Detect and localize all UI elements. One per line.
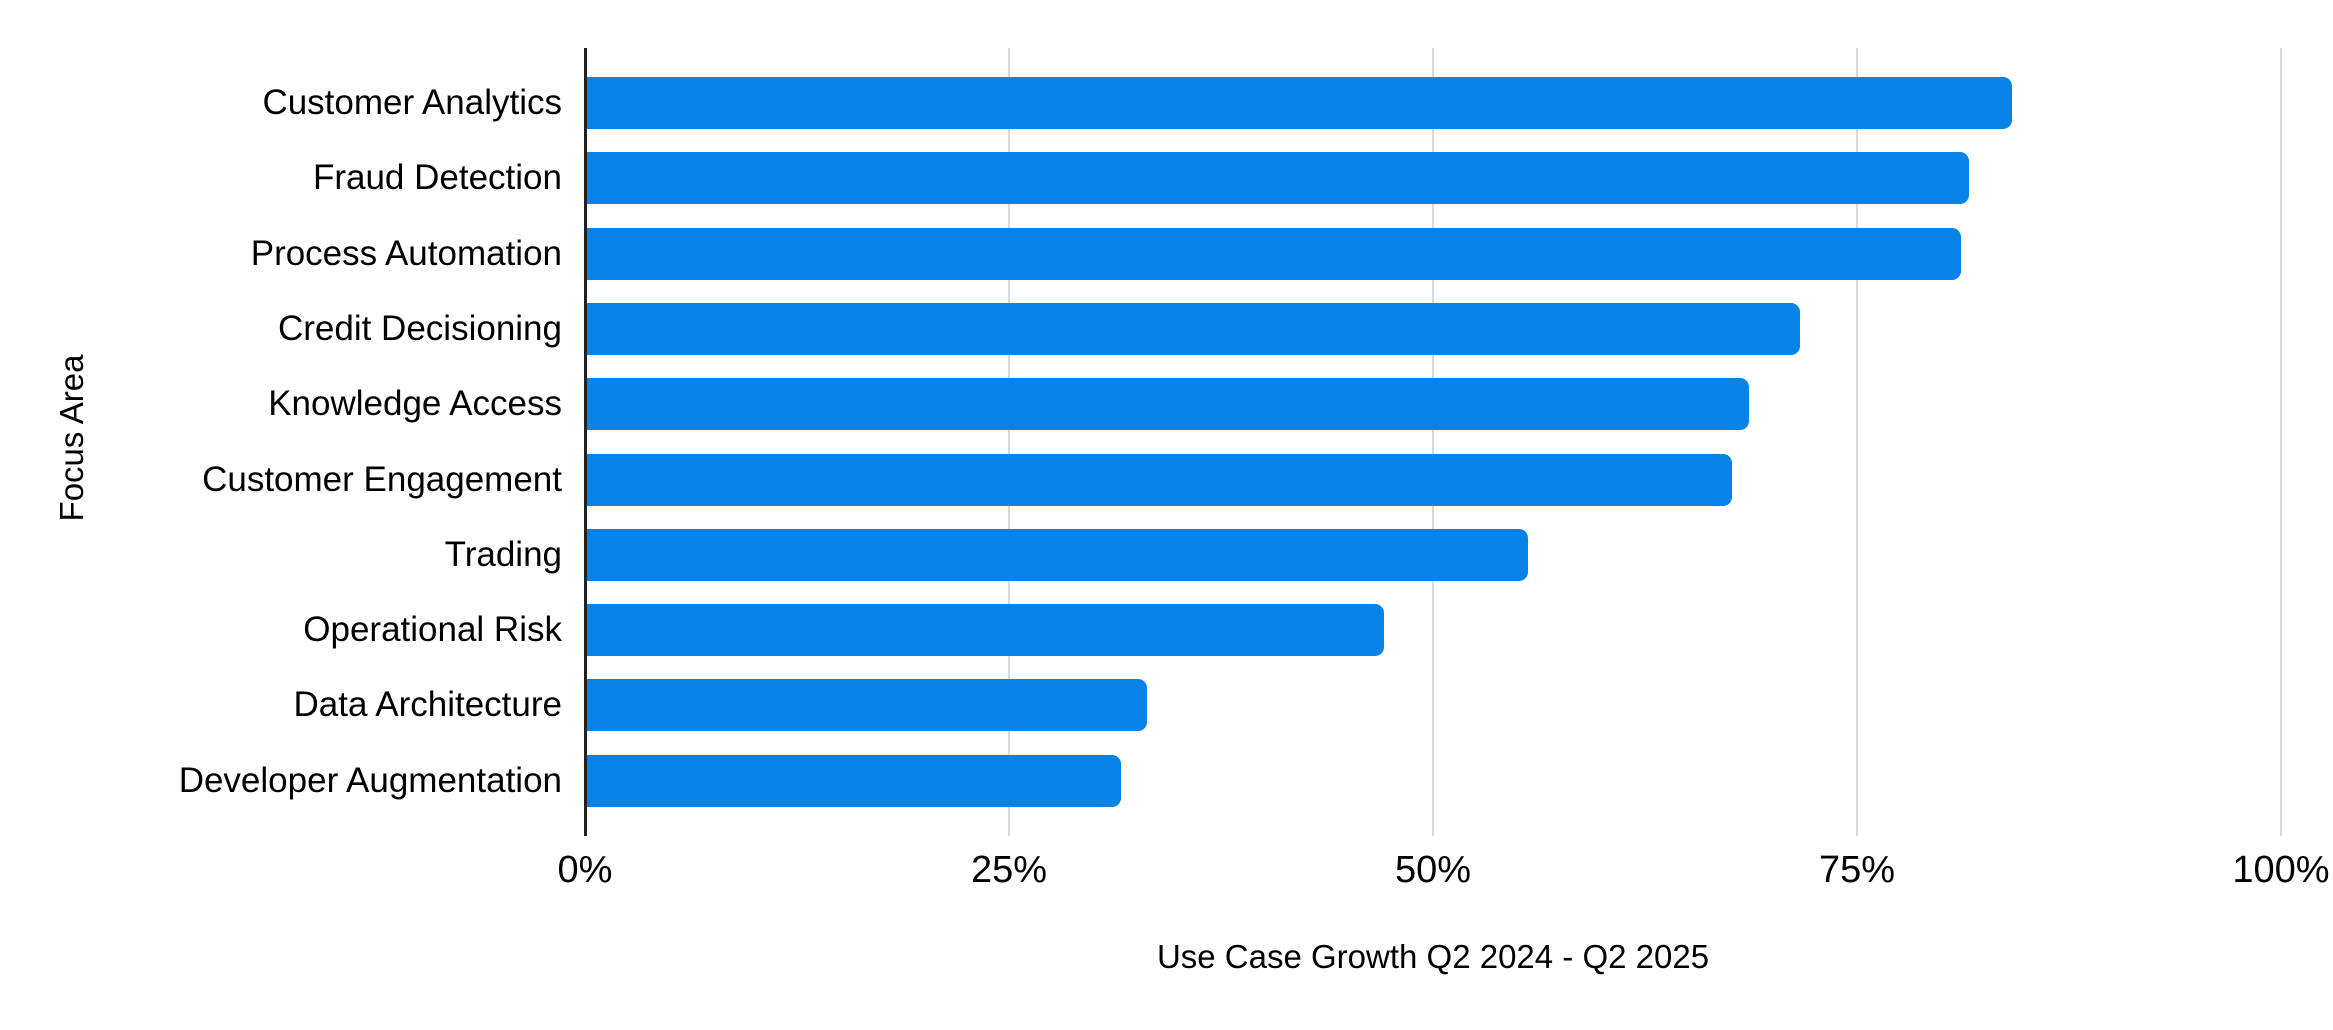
bar-customer-analytics[interactable] — [587, 77, 2012, 129]
category-label-column: Customer Analytics Fraud Detection Process… — [0, 48, 562, 828]
gridline-100pct — [2280, 48, 2282, 836]
bar-process-automation[interactable] — [587, 227, 1961, 280]
bar-operational-risk[interactable] — [587, 604, 1385, 657]
category-label-operational-risk: Operational Risk — [303, 610, 562, 650]
category-label-customer-analytics: Customer Analytics — [262, 83, 562, 122]
gridline-25pct — [1008, 48, 1010, 836]
category-label-trading: Trading — [444, 534, 562, 574]
x-tick-label-25pct: 25% — [970, 849, 1048, 891]
bar-data-architecture[interactable] — [587, 679, 1147, 732]
gridline-75pct — [1856, 48, 1858, 836]
category-label-credit-decisioning: Credit Decisioning — [277, 308, 562, 348]
category-label-process-automation: Process Automation — [250, 233, 562, 273]
gridline-50pct — [1432, 48, 1434, 836]
x-tick-label-100pct: 100% — [2232, 849, 2330, 891]
bar-knowledge-access[interactable] — [587, 378, 1749, 431]
y-axis-line — [584, 48, 587, 836]
x-tick-label-50pct: 50% — [1394, 849, 1472, 891]
category-label-knowledge-access: Knowledge Access — [268, 384, 562, 424]
bar-customer-engagement[interactable] — [587, 453, 1732, 506]
category-label-data-architecture: Data Architecture — [293, 685, 562, 725]
x-axis-title: Use Case Growth Q2 2024 - Q2 2025 — [1156, 938, 1710, 975]
plot-area — [585, 48, 2282, 836]
category-label-developer-augmentation: Developer Augmentation — [178, 760, 562, 800]
bar-developer-augmentation[interactable] — [587, 754, 1122, 807]
category-label-fraud-detection: Fraud Detection — [312, 158, 562, 198]
x-axis-tick-labels: 0% 25% 50% 75% 100% — [558, 849, 2330, 899]
bar-fraud-detection[interactable] — [587, 152, 1970, 205]
x-tick-label-0pct: 0% — [557, 849, 613, 891]
bar-trading[interactable] — [587, 528, 1529, 581]
bar-credit-decisioning[interactable] — [587, 302, 1800, 355]
x-tick-label-75pct: 75% — [1818, 849, 1896, 891]
category-label-customer-engagement: Customer Engagement — [202, 459, 562, 499]
